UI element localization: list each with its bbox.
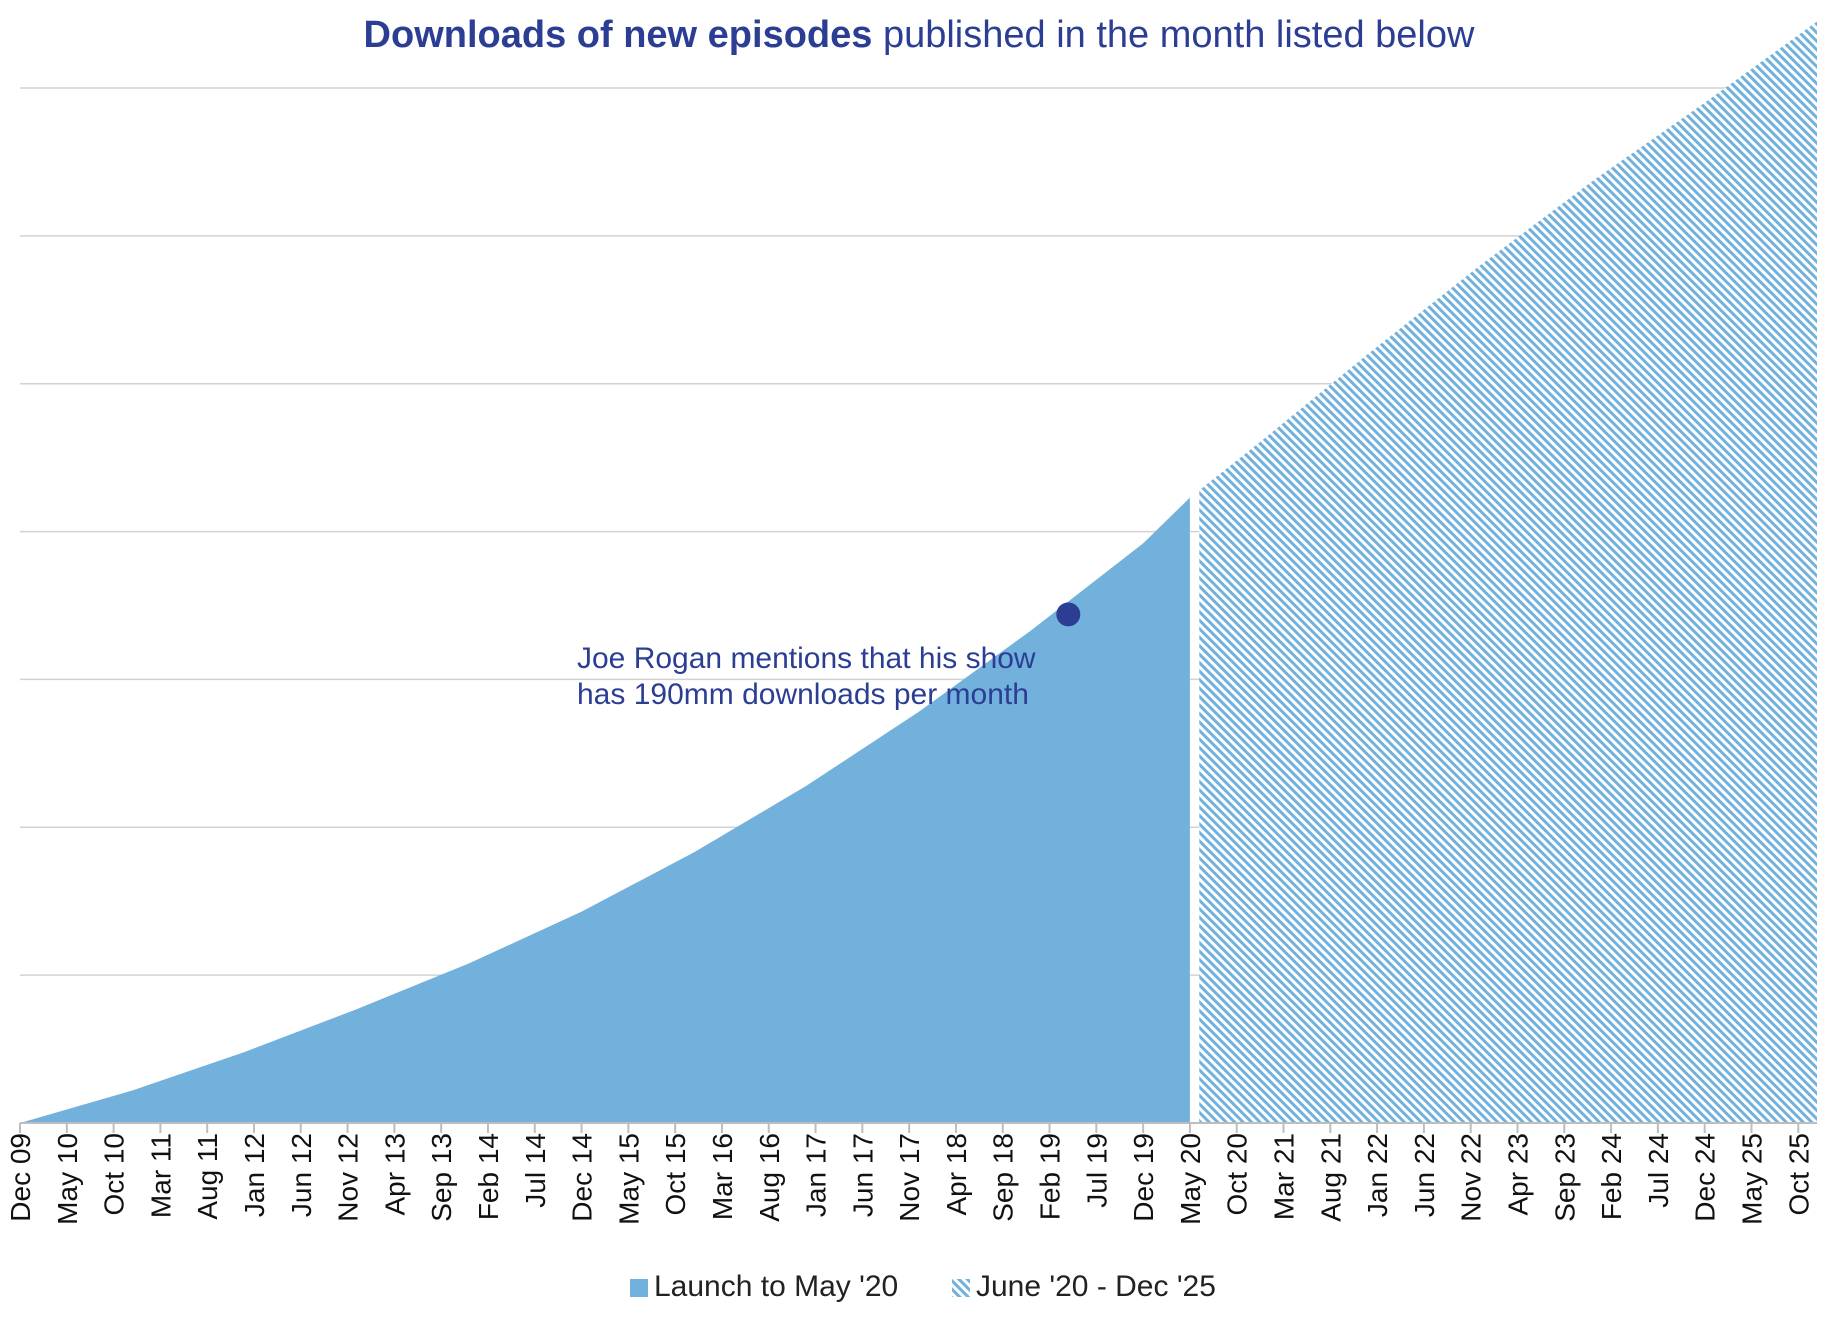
- x-tick-label: May 15: [613, 1133, 644, 1225]
- annotation: Joe Rogan mentions that his show has 190…: [577, 602, 1081, 711]
- x-tick-label: Jan 12: [239, 1133, 270, 1217]
- x-tick-label: Feb 19: [1035, 1133, 1066, 1220]
- annotation-marker: [1056, 602, 1081, 627]
- x-tick-label: Aug 21: [1315, 1133, 1346, 1222]
- x-tick-label: Oct 20: [1222, 1133, 1253, 1215]
- legend-swatch-solid: [630, 1279, 648, 1297]
- x-tick-label: Oct 10: [99, 1133, 130, 1215]
- x-tick-label: Mar 11: [145, 1133, 176, 1218]
- area-layer: [20, 21, 1817, 1124]
- annotation-line-1: Joe Rogan mentions that his show: [577, 642, 1036, 675]
- x-tick-label: May 25: [1737, 1133, 1768, 1225]
- x-tick-label: Nov 17: [894, 1133, 925, 1222]
- annotation-line-2: has 190mm downloads per month: [577, 678, 1029, 711]
- x-tick-label: Sep 13: [426, 1133, 457, 1222]
- x-tick-label: Oct 25: [1783, 1133, 1814, 1215]
- x-tick-label: Dec 14: [567, 1133, 598, 1222]
- x-tick-label: Nov 12: [333, 1133, 364, 1222]
- x-tick-label: Mar 21: [1269, 1133, 1300, 1220]
- x-tick-label: Jan 22: [1362, 1133, 1393, 1217]
- x-tick-label: Mar 16: [707, 1133, 738, 1220]
- x-tick-label: Oct 15: [660, 1133, 691, 1215]
- x-tick-label: Sep 18: [988, 1133, 1019, 1222]
- x-tick-label: May 10: [52, 1133, 83, 1225]
- x-tick-label: Nov 22: [1456, 1133, 1487, 1222]
- legend: Launch to May '20 June '20 - Dec '25: [630, 1270, 1216, 1303]
- x-tick-label: Dec 09: [5, 1133, 36, 1222]
- x-tick-label: Sep 23: [1549, 1133, 1580, 1222]
- x-tick-label: Jun 17: [847, 1133, 878, 1217]
- x-tick-label: Feb 24: [1596, 1133, 1627, 1220]
- x-tick-label: Jun 12: [286, 1133, 317, 1217]
- chart-title: Downloads of new episodes published in t…: [0, 14, 1838, 57]
- x-tick-label: Jul 24: [1643, 1133, 1674, 1208]
- x-tick-label: Jul 19: [1081, 1133, 1112, 1208]
- x-tick-label: Jul 14: [520, 1133, 551, 1208]
- x-tick-label: Apr 18: [941, 1133, 972, 1216]
- x-tick-label: Jun 22: [1409, 1133, 1440, 1217]
- x-tick-label: Jan 17: [801, 1133, 832, 1217]
- chart-title-bold: Downloads of new episodes: [363, 14, 873, 56]
- legend-label-solid: Launch to May '20: [654, 1270, 898, 1303]
- x-tick-label: Dec 19: [1128, 1133, 1159, 1222]
- x-tick-label: Apr 23: [1503, 1133, 1534, 1216]
- chart-title-rest: published in the month listed below: [882, 14, 1475, 56]
- x-tick-label: Aug 11: [192, 1133, 223, 1220]
- x-tick-label: Feb 14: [473, 1133, 504, 1220]
- x-axis: Dec 09 May 10 Oct 10 Mar 11 Aug 11 Jan 12 Jun …: [5, 1122, 1817, 1225]
- area-series-hatched: [1199, 21, 1817, 1123]
- legend-label-hatched: June '20 - Dec '25: [976, 1270, 1216, 1303]
- x-tick-label: Apr 13: [379, 1133, 410, 1216]
- legend-swatch-hatched: [952, 1279, 970, 1297]
- x-tick-label: Aug 16: [754, 1133, 785, 1222]
- area-series-solid: [20, 497, 1190, 1124]
- x-tick-label: Dec 24: [1690, 1133, 1721, 1222]
- x-tick-label: May 20: [1175, 1133, 1206, 1225]
